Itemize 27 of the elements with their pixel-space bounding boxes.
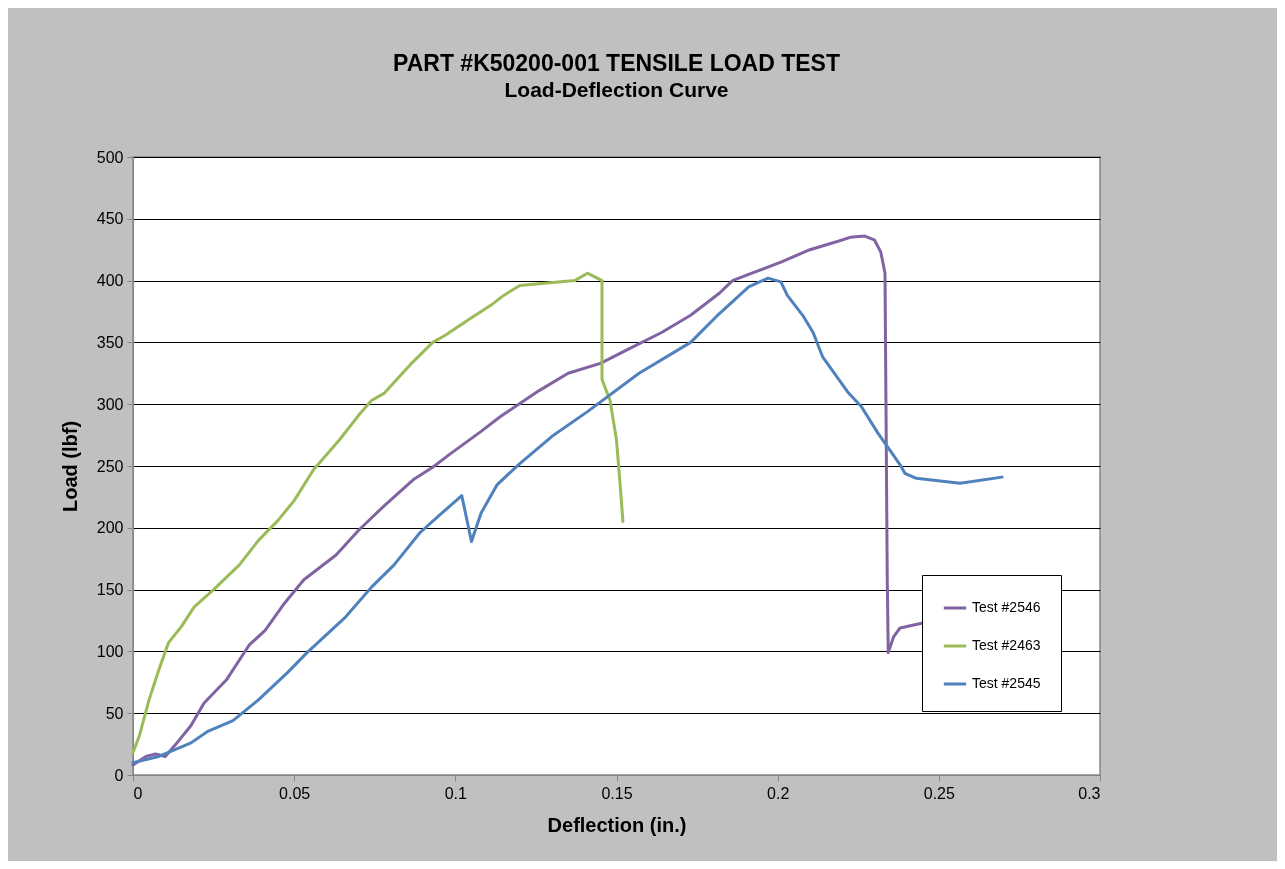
legend-label: Test #2545 xyxy=(972,675,1041,691)
chart-title: PART #K50200-001 TENSILE LOAD TEST xyxy=(393,50,840,76)
y-tick-label: 300 xyxy=(96,395,124,413)
x-tick-label: 0.15 xyxy=(601,784,633,802)
x-tick-label: 0 xyxy=(133,784,143,802)
x-axis-title: Deflection (in.) xyxy=(547,813,687,836)
y-tick-label: 350 xyxy=(96,333,124,351)
x-tick-label: 0.2 xyxy=(767,784,790,802)
x-tick-label: 0.3 xyxy=(1078,784,1101,802)
y-tick-label: 100 xyxy=(96,642,124,660)
y-tick-label: 200 xyxy=(96,519,124,537)
y-tick-label: 0 xyxy=(114,766,124,784)
line-series xyxy=(131,271,625,755)
legend-label: Test #2546 xyxy=(972,599,1041,615)
y-tick-label: 400 xyxy=(96,272,124,290)
y-tick-label: 450 xyxy=(96,210,124,228)
y-tick-label: 500 xyxy=(96,148,124,166)
x-tick-label: 0.1 xyxy=(444,784,468,802)
x-tick-label: 0.05 xyxy=(279,784,311,802)
y-tick-label: 150 xyxy=(96,581,124,599)
y-tick-label: 50 xyxy=(105,704,124,722)
y-tick-label: 250 xyxy=(96,457,124,475)
line-series xyxy=(131,234,925,767)
y-axis-title: Load (lbf) xyxy=(58,420,81,513)
legend-label: Test #2463 xyxy=(972,637,1041,653)
chart-subtitle: Load-Deflection Curve xyxy=(504,78,729,101)
x-tick-label: 0.25 xyxy=(923,784,956,802)
